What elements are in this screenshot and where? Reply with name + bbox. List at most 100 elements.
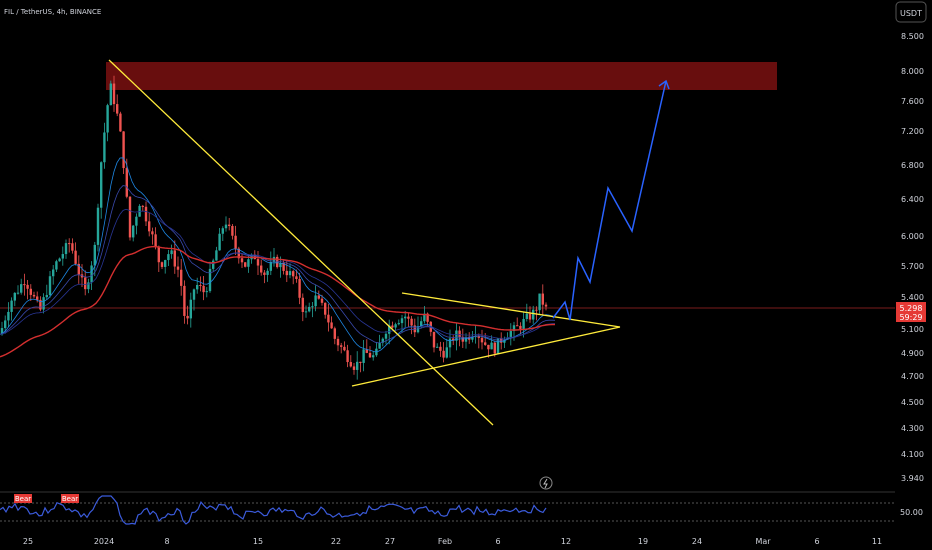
candle-body	[519, 325, 522, 329]
candle-body	[109, 83, 112, 106]
candle-body	[404, 316, 407, 319]
candle-body	[173, 250, 176, 267]
candle-body	[448, 338, 452, 348]
candle-body	[308, 306, 311, 312]
candle-body	[218, 233, 221, 251]
x-tick-label: 2024	[94, 537, 114, 546]
candle-body	[516, 325, 519, 327]
candle-body	[87, 282, 90, 290]
candle-body	[132, 225, 135, 238]
candle-body	[45, 295, 48, 298]
candle-body	[157, 246, 160, 263]
y-tick-label: 7.600	[901, 97, 924, 106]
candle-body	[343, 346, 346, 351]
candle-body	[186, 315, 189, 319]
candle-body	[170, 250, 173, 255]
candle-body	[90, 265, 93, 283]
candle-body	[263, 272, 266, 275]
candle-body	[221, 228, 224, 234]
long-ema-line	[0, 245, 556, 358]
candle-body	[260, 265, 263, 273]
candle-body	[324, 302, 327, 315]
candle-body	[314, 295, 317, 307]
candle-body	[311, 306, 314, 308]
candle-body	[388, 325, 391, 334]
candle-body	[282, 262, 285, 271]
candle-body	[458, 330, 461, 338]
candle-body	[340, 345, 343, 347]
candle-body	[68, 243, 71, 245]
price-axis: 8.500 8.000 7.600 7.200 6.800 6.400 6.000 5.700…	[901, 32, 924, 483]
candle-body	[32, 294, 36, 297]
descending-trendline	[108, 59, 494, 426]
candlestick-series	[0, 75, 548, 380]
candle-body	[292, 271, 295, 277]
candle-body	[183, 285, 186, 316]
candle-body	[298, 279, 301, 298]
candle-body	[16, 292, 20, 294]
chart-title: FIL / TetherUS, 4h, BINANCE	[4, 8, 101, 16]
candle-body	[480, 337, 484, 343]
candle-body	[234, 235, 237, 249]
candle-body	[106, 105, 109, 133]
candle-body	[333, 328, 336, 339]
x-tick-label: 27	[385, 537, 395, 546]
candle-body	[23, 284, 26, 286]
x-tick-label: 15	[253, 537, 263, 546]
candle-body	[477, 336, 480, 338]
bear-badge-label: Bear	[62, 495, 78, 503]
candle-body	[151, 231, 154, 235]
candle-body	[512, 325, 516, 332]
candle-body	[394, 324, 397, 328]
candle-body	[269, 262, 272, 271]
moving-averages	[0, 157, 556, 358]
y-tick-label: 6.000	[901, 232, 924, 241]
candle-body	[58, 258, 61, 262]
candle-body	[7, 311, 10, 321]
candle-body	[100, 162, 103, 208]
candle-body	[42, 297, 45, 310]
candle-body	[39, 299, 42, 310]
candle-body	[119, 113, 122, 132]
candle-body	[196, 284, 199, 290]
candle-body	[327, 314, 330, 323]
current-price-value: 5.298	[900, 304, 923, 313]
y-tick-label: 4.100	[901, 450, 924, 459]
candle-body	[20, 284, 23, 293]
candle-body	[372, 355, 375, 358]
candle-body	[317, 295, 320, 299]
candle-body	[276, 256, 279, 268]
candle-body	[381, 338, 384, 343]
y-tick-label: 5.100	[901, 325, 924, 334]
bear-badge-label: Bear	[15, 495, 31, 503]
candle-body	[189, 299, 192, 319]
x-tick-label: 24	[692, 537, 702, 546]
candle-body	[154, 234, 157, 247]
moving-average-line	[0, 185, 556, 344]
y-tick-label: 8.000	[901, 67, 924, 76]
candle-body	[13, 292, 16, 301]
candle-body	[528, 313, 532, 320]
lightning-icon[interactable]	[539, 476, 553, 490]
x-tick-label: 11	[872, 537, 882, 546]
candle-body	[320, 298, 324, 303]
candle-body	[205, 291, 208, 293]
candle-body	[93, 244, 96, 266]
current-price-tag: 5.298 59:29	[896, 302, 926, 322]
candle-body	[359, 361, 362, 363]
oscillator-level-label: 50.00	[900, 508, 923, 517]
triangle-upper-line	[401, 292, 621, 328]
triangle-lower-line	[351, 326, 621, 387]
x-tick-label: 8	[164, 537, 169, 546]
time-axis: 25 2024 8 15 22 27 Feb 6 12 19 24 Mar 6 11	[23, 537, 882, 546]
candle-body	[52, 269, 55, 277]
candle-body	[301, 297, 304, 312]
candle-body	[180, 269, 183, 286]
candle-body	[439, 346, 442, 351]
candle-body	[176, 266, 180, 270]
candle-body	[240, 258, 244, 263]
candle-body	[29, 288, 32, 295]
currency-badge[interactable]: USDT	[895, 1, 927, 23]
y-tick-label: 4.900	[901, 349, 924, 358]
